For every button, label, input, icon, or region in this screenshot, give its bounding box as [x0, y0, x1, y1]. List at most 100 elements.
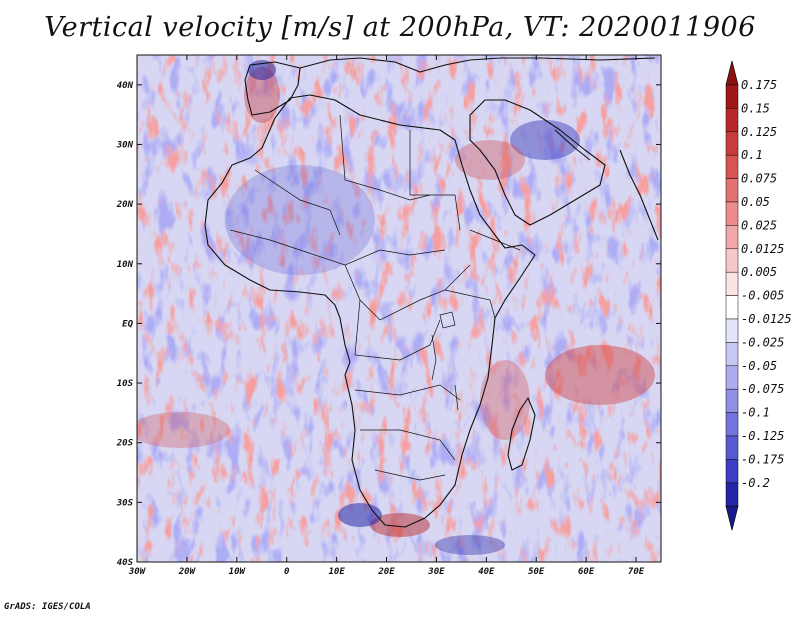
madagascar-coastline [507, 397, 536, 471]
map-frame [136, 54, 662, 563]
colorbar-swatch [725, 318, 739, 343]
border-south-3 [374, 469, 446, 481]
lon-tick-label: 30E [427, 567, 445, 577]
colorbar-level-label: -0.0125 [741, 312, 792, 326]
blue-south-atlantic [338, 503, 382, 527]
border-sudan [410, 194, 461, 231]
colorbar-bottom-arrow [725, 505, 739, 531]
border-central [344, 264, 471, 321]
longitude-axis: 30W 20W 10W 0 10E 20E 30E 40E 50E 60E 70E [128, 55, 645, 577]
colorbar-level-label: 0.175 [741, 78, 777, 92]
lon-tick-label: 10E [328, 567, 345, 577]
africa-coastline [204, 94, 536, 528]
red-iberia [244, 67, 280, 123]
persian-gulf [554, 129, 591, 161]
coastlines [204, 57, 659, 528]
chart-title: Vertical velocity [m/s] at 200hPa, VT: 2… [44, 12, 756, 43]
downdraft-red-sea [455, 140, 525, 180]
velocity-noise-field [137, 55, 661, 562]
colorbar-swatch [725, 131, 739, 156]
colorbar-swatch [725, 271, 739, 296]
downdraft-mozambique [480, 360, 530, 440]
blue-west-africa [225, 165, 375, 275]
lon-tick-label: 20W [178, 567, 197, 577]
downdraft-indian-ocean [545, 345, 655, 405]
colorbar-level-label: 0.005 [741, 265, 777, 279]
colorbar: 0.175 0.15 0.125 0.1 0.075 0.05 0.025 0.0125 0.0… [725, 60, 792, 531]
europe-coastline [299, 57, 656, 73]
colorbar-swatch [725, 84, 739, 109]
colorbar-level-label: -0.05 [741, 359, 777, 373]
lon-tick-label: 70E [628, 567, 645, 577]
colorbar-swatch [725, 365, 739, 390]
latitude-axis: 40N 30N 20N 10N EQ 10S 20S 30S 40S [116, 81, 661, 568]
red-south-atlantic-jet [137, 412, 230, 448]
colorbar-level-label: 0.075 [741, 172, 777, 186]
lake-tanganyika [431, 334, 437, 381]
colorbar-swatch [725, 201, 739, 226]
colorbar-level-label: -0.025 [741, 335, 784, 349]
lon-tick-label: 30W [128, 567, 147, 577]
blue-south-indian [435, 535, 505, 555]
colorbar-swatch [725, 108, 739, 133]
colorbar-swatch [725, 482, 739, 507]
colorbar-level-label: -0.125 [741, 429, 784, 443]
colorbar-level-label: 0.0125 [741, 242, 784, 256]
india-coastline [619, 149, 659, 241]
colorbar-level-label: 0.1 [741, 148, 763, 162]
colorbar-swatch [725, 295, 739, 320]
colorbar-swatch [725, 412, 739, 437]
lat-tick-label: 10N [117, 260, 134, 270]
colorbar-top-arrow [725, 60, 739, 86]
lon-tick-label: 0 [284, 567, 290, 577]
colorbar-swatch [725, 342, 739, 367]
lon-tick-label: 20E [377, 567, 395, 577]
lat-tick-label: EQ [122, 319, 133, 329]
lat-tick-label: 30S [116, 498, 134, 508]
blue-gulf [248, 60, 276, 80]
lake-malawi [454, 384, 459, 411]
border-horn [469, 229, 521, 251]
colorbar-level-label: 0.05 [741, 195, 770, 209]
updraft-south-africa [370, 513, 430, 537]
border-south-1 [354, 384, 461, 401]
country-borders [229, 114, 521, 481]
lat-tick-label: 40N [117, 81, 134, 91]
lon-tick-label: 10W [229, 567, 247, 577]
colorbar-swatch [725, 435, 739, 460]
border-sahara-2 [339, 114, 431, 201]
map-plot-area [137, 55, 661, 562]
colorbar-level-label: -0.075 [741, 382, 784, 396]
border-east [444, 289, 496, 319]
colorbar-level-label: -0.005 [741, 289, 784, 303]
colorbar-swatch [725, 178, 739, 203]
lake-victoria [439, 311, 456, 329]
lon-tick-label: 50E [528, 567, 545, 577]
lat-tick-label: 20N [116, 200, 134, 210]
border-south-2 [360, 429, 456, 461]
footer-credit: GrADS: IGES/COLA [4, 602, 91, 612]
colorbar-swatch [725, 248, 739, 273]
lat-tick-label: 10S [117, 379, 134, 389]
colorbar-level-label: -0.2 [741, 476, 770, 490]
colorbar-swatch [725, 225, 739, 250]
colorbar-swatch [725, 388, 739, 413]
downdraft-arabia [510, 120, 580, 160]
border-sahara-1 [254, 169, 341, 236]
lon-tick-label: 60E [578, 567, 595, 577]
lat-tick-label: 40S [117, 558, 134, 568]
colorbar-level-label: 0.025 [741, 218, 777, 232]
lat-tick-label: 30N [116, 140, 134, 150]
colorbar-swatch [725, 154, 739, 179]
iberia-coastline [244, 61, 301, 116]
arabia-coastline [469, 99, 606, 226]
border-congo [354, 299, 441, 361]
colorbar-level-label: 0.15 [741, 101, 770, 115]
colorbar-level-label: -0.1 [741, 406, 770, 420]
lat-tick-label: 20S [116, 439, 134, 449]
lon-tick-label: 40E [478, 567, 495, 577]
colorbar-swatch [725, 459, 739, 484]
colorbar-level-label: 0.125 [741, 125, 777, 139]
colorbar-level-label: -0.175 [741, 452, 784, 466]
